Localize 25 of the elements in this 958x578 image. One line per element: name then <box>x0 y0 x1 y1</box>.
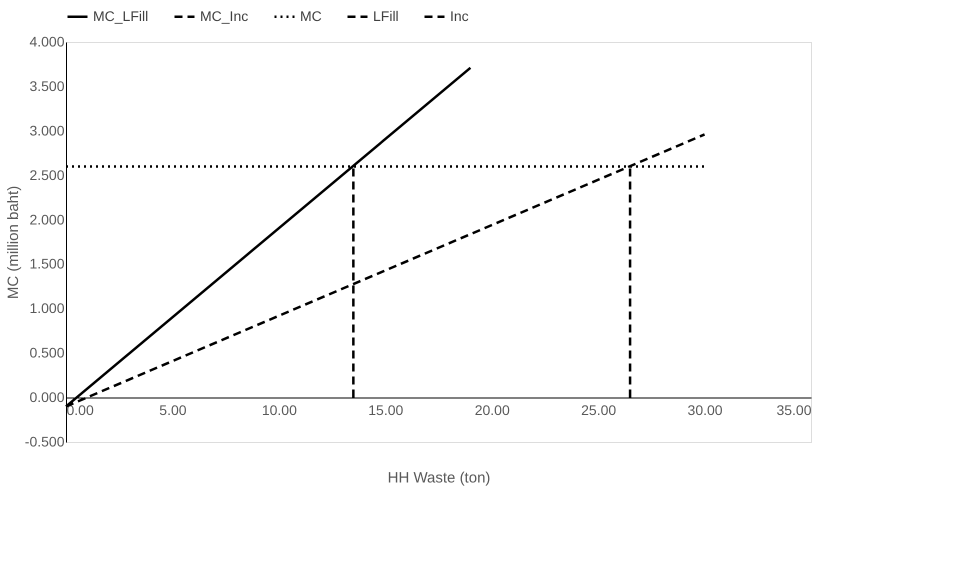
x-tick-label: 5.00 <box>159 402 187 418</box>
y-tick-label: 1.500 <box>29 256 65 272</box>
x-tick-label: 0.00 <box>66 402 94 418</box>
x-tick-label: 15.00 <box>368 402 404 418</box>
x-tick-label: 35.00 <box>776 402 812 418</box>
y-tick-label: 2.500 <box>29 166 65 183</box>
legend-label: MC <box>300 8 322 24</box>
legend-label: LFill <box>373 8 399 24</box>
y-axis-title: MC (million baht) <box>4 186 22 300</box>
y-tick-label: 0.000 <box>29 389 65 406</box>
y-tick-label: 3.000 <box>29 122 65 138</box>
y-tick-label: 4.000 <box>29 34 65 50</box>
y-tick-label: 3.500 <box>29 78 65 94</box>
x-tick-label: 30.00 <box>688 402 723 418</box>
x-tick-label: 10.00 <box>262 402 298 418</box>
legend-label: Inc <box>450 8 469 24</box>
y-tick-label: 2.000 <box>29 211 65 228</box>
x-tick-label: 25.00 <box>581 402 616 418</box>
y-tick-label: -0.500 <box>24 434 65 450</box>
x-tick-label: 20.00 <box>474 402 510 418</box>
y-tick-label: 0.500 <box>29 344 65 361</box>
legend-label: MC_LFill <box>93 8 148 24</box>
x-axis-title: HH Waste (ton) <box>388 470 490 486</box>
legend-label: MC_Inc <box>200 8 248 24</box>
y-tick-label: 1.000 <box>29 300 65 316</box>
